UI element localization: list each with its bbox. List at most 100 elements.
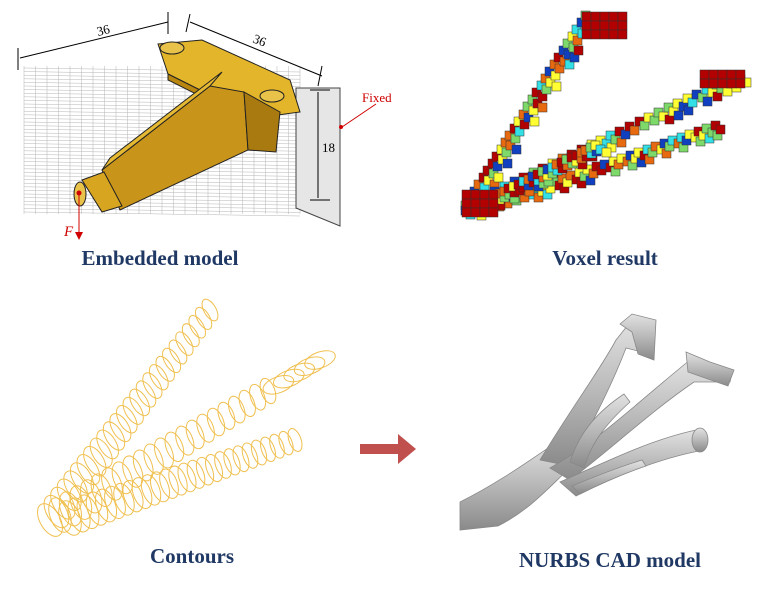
contour-curve [188, 315, 207, 339]
voxel-cells [460, 10, 752, 221]
contour-curve [195, 456, 215, 486]
voxel-cell [664, 114, 675, 125]
contour-curve [175, 331, 194, 356]
contour-curve [79, 479, 103, 514]
contour-curve [48, 497, 72, 533]
contours-caption: Contours [149, 544, 234, 568]
contour-curve [249, 383, 267, 411]
voxel-cell [683, 105, 694, 116]
voxel-cell [470, 189, 481, 200]
voxel-cell [461, 207, 472, 218]
contour-curve [153, 437, 175, 469]
voxel-cell [608, 29, 619, 40]
voxel-cell [502, 158, 513, 169]
contour-curve [175, 425, 195, 456]
contour-curve [223, 448, 241, 476]
voxel-cell [616, 137, 627, 148]
contour-curve [227, 395, 246, 424]
contour-curve [83, 445, 107, 477]
contour-curve [159, 468, 179, 499]
fixed-label: Fixed [362, 90, 392, 105]
contour-curve [90, 473, 113, 508]
contour-curve [58, 500, 82, 536]
contour-curve [132, 449, 154, 482]
contour-curve [196, 413, 215, 443]
voxel-cell [554, 63, 565, 74]
voxel-cell [708, 69, 719, 80]
voxel-cell [722, 86, 733, 97]
contour-curve [131, 477, 153, 509]
dim-height: 18 [322, 140, 335, 155]
voxel-cell [529, 116, 540, 127]
contour-curve [96, 429, 119, 460]
voxel-cell [581, 11, 592, 22]
contour-curve [69, 485, 93, 520]
contour-curve [142, 372, 163, 399]
voxel-cell [470, 198, 481, 209]
voxel-result-caption: Voxel result [552, 246, 658, 270]
embedded-model-caption: Embedded model [81, 246, 239, 270]
contour-curve [201, 298, 219, 322]
voxel-cell [717, 78, 728, 89]
contour-curve [149, 471, 171, 503]
contour-curve [232, 445, 250, 473]
voxel-cell [461, 198, 472, 209]
contour-curve [162, 347, 182, 374]
voxel-cell [488, 189, 499, 200]
voxel-cell [572, 35, 583, 46]
voxel-cell [726, 78, 737, 89]
voxel-cell [564, 59, 575, 70]
voxel-cell [511, 144, 522, 155]
voxel-cell [479, 198, 490, 209]
voxel-cell [537, 102, 548, 113]
voxel-cell [715, 124, 726, 135]
contour-curve [194, 306, 213, 330]
voxel-cell [599, 20, 610, 31]
voxel-cell [620, 129, 631, 140]
dimension-lines [17, 12, 377, 240]
cad-model-figure [459, 313, 735, 531]
contour-curve [250, 439, 268, 466]
voxel-cell [601, 147, 612, 158]
contour-curve [122, 396, 144, 425]
voxel-cell [617, 11, 628, 22]
voxel-cell [708, 78, 719, 89]
contour-curve [148, 364, 169, 391]
cad-model-caption: NURBS CAD model [518, 548, 701, 572]
contour-curve [238, 389, 256, 417]
voxel-cell [712, 91, 723, 102]
contour-curve [168, 339, 188, 365]
voxel-cell [581, 20, 592, 31]
voxel-cell [479, 189, 490, 200]
voxel-cell [590, 20, 601, 31]
contour-curve [204, 454, 224, 483]
voxel-cell [599, 11, 610, 22]
voxel-cell [479, 207, 490, 218]
contour-curve [115, 404, 138, 434]
contour-curve [102, 421, 126, 451]
contour-curve [278, 430, 294, 456]
voxel-result-figure [460, 10, 752, 221]
contour-curve [185, 419, 205, 450]
force-label: F [63, 224, 74, 240]
contour-curve [129, 388, 151, 417]
cad-model-panel: NURBS CAD model [420, 290, 760, 593]
contour-curve [94, 488, 118, 523]
contour-curve [43, 494, 70, 529]
contour-curve [109, 413, 132, 443]
contour-curve [104, 485, 126, 519]
contour-curve [113, 482, 135, 516]
dim-depth: 36 [251, 31, 269, 50]
voxel-cell [488, 207, 499, 218]
voxel-cell [573, 45, 584, 56]
voxel-cell [470, 207, 481, 218]
dim-width: 36 [95, 21, 112, 39]
contour-curve [217, 401, 236, 430]
voxel-cell [735, 78, 746, 89]
voxel-cell [514, 126, 525, 137]
voxel-cell [488, 198, 499, 209]
voxel-cell [493, 172, 504, 183]
voxel-result-panel: Voxel result [400, 0, 760, 280]
voxel-cell [590, 11, 601, 22]
contour-curves [37, 298, 336, 537]
